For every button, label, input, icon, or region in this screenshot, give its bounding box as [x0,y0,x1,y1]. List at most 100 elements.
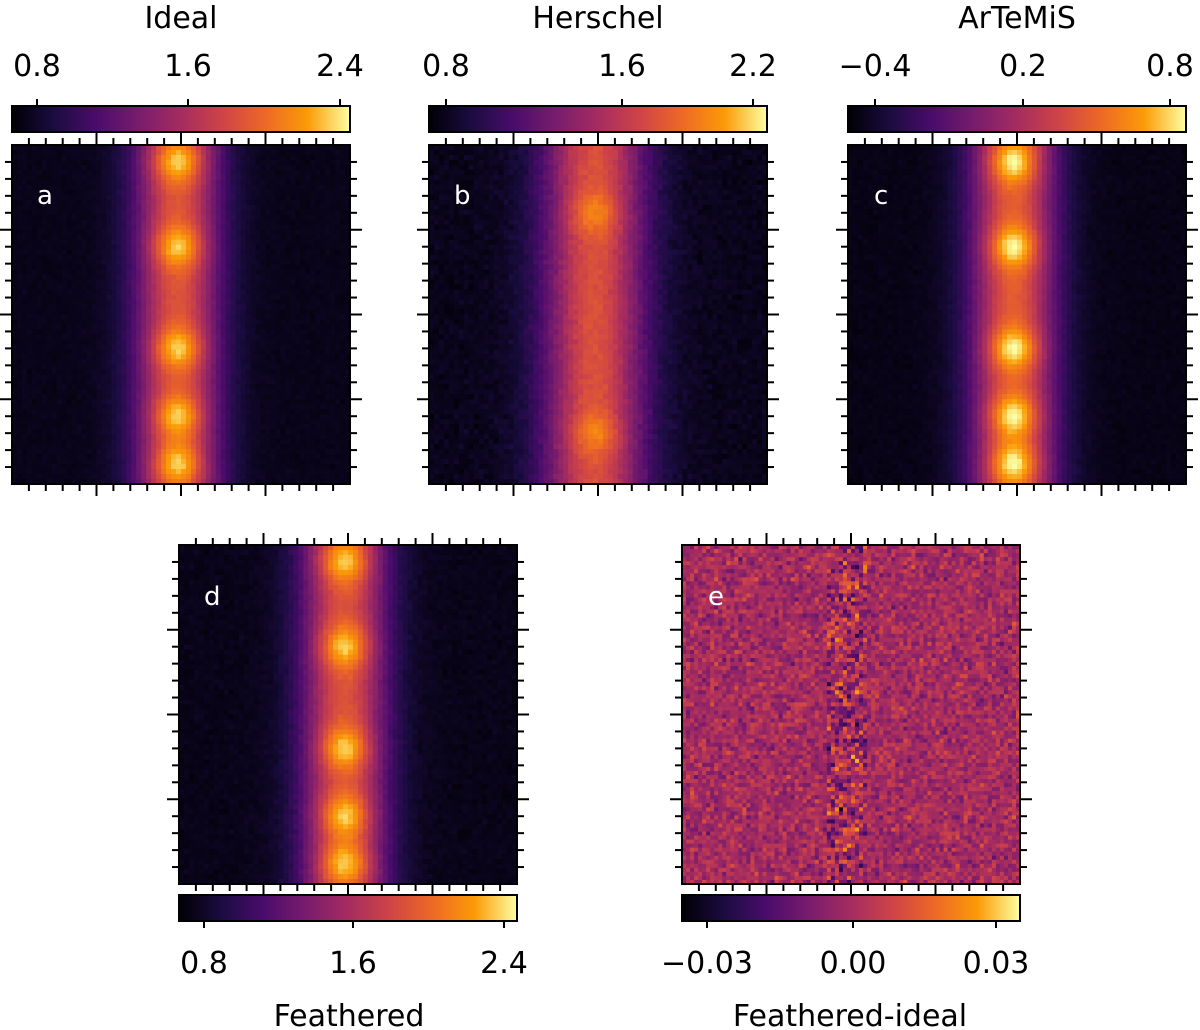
heatmap-cell [255,249,262,256]
heatmap-cell [275,164,282,171]
heatmap-cell [205,419,212,425]
heatmap-cell [310,169,316,176]
heatmap-cell [250,174,257,181]
heatmap-cell [185,409,192,415]
heatmap-cell [176,424,182,430]
heatmap-cell [300,269,306,276]
heatmap-cell [156,299,162,306]
heatmap-cell [335,224,341,231]
heatmap-cell [330,324,336,331]
heatmap-cell [280,234,286,241]
heatmap-cell [151,304,157,311]
heatmap-cell [260,284,267,291]
heatmap-cell [195,169,202,176]
heatmap-cell [682,149,689,156]
heatmap-cell [250,414,257,420]
heatmap-cell [215,339,222,346]
heatmap-cell [240,179,247,186]
heatmap-cell [205,329,212,336]
heatmap-cell [305,145,311,151]
heatmap-cell [146,404,152,410]
heatmap-cell [61,184,68,191]
heatmap-cell [106,145,113,151]
heatmap-cell [181,449,187,455]
heatmap-cell [498,145,505,151]
heatmap-cell [116,444,122,450]
heatmap-cell [141,469,147,475]
heatmap-cell [46,449,53,455]
heatmap-cell [230,329,237,336]
heatmap-cell [220,334,227,341]
heatmap-cell [21,364,28,370]
heatmap-cell [176,344,182,350]
heatmap-cell [210,334,217,341]
heatmap-cell [225,229,232,236]
heatmap-cell [156,454,162,460]
heatmap-cell [578,159,584,166]
heatmap-cell [245,404,252,410]
heatmap-cell [46,394,53,400]
heatmap-cell [171,374,177,380]
heatmap-cell [270,229,277,236]
heatmap-cell [185,424,192,430]
heatmap-cell [235,289,242,296]
heatmap-cell [146,279,152,286]
heatmap-cell [51,145,58,151]
heatmap-cell [156,194,162,201]
heatmap-cell [12,319,18,326]
heatmap-cell [141,284,147,291]
heatmap-cell [195,389,202,395]
heatmap-cell [607,154,614,161]
heatmap-cell [176,469,182,475]
heatmap-cell [627,159,634,166]
heatmap-cell [325,444,331,450]
heatmap-cell [290,314,296,321]
heatmap-cell [612,154,619,161]
heatmap-cell [295,174,301,181]
heatmap-cell [26,249,33,256]
heatmap-cell [245,399,252,405]
heatmap-cell [21,434,28,440]
heatmap-cell [235,384,242,390]
heatmap-cell [340,294,346,301]
heatmap-cell [240,145,247,151]
heatmap-cell [265,379,272,385]
heatmap-cell [86,204,93,211]
heatmap-cell [752,154,758,161]
heatmap-cell [21,274,28,281]
heatmap-cell [200,294,207,301]
heatmap-cell [305,389,311,395]
heatmap-cell [46,459,53,465]
heatmap-cell [305,149,311,156]
heatmap-cell [215,179,222,186]
heatmap-cell [81,264,88,271]
heatmap-cell [126,464,132,470]
heatmap-cell [101,319,108,326]
heatmap-cell [151,314,157,321]
heatmap-cell [190,399,197,405]
heatmap-cell [21,239,28,246]
heatmap-cell [310,474,316,480]
heatmap-cell [111,399,117,405]
heatmap-cell [111,329,117,336]
heatmap-cell [558,159,564,166]
heatmap-cell [181,469,187,475]
heatmap-cell [345,334,351,341]
heatmap-cell [166,479,172,485]
heatmap-cell [433,159,440,166]
heatmap-cell [250,429,257,435]
heatmap-cell [335,274,341,281]
heatmap-cell [305,309,311,316]
heatmap-cell [315,409,321,415]
heatmap-cell [131,219,137,226]
heatmap-cell [325,154,331,161]
heatmap-cell [76,304,83,311]
heatmap-cell [51,179,58,186]
heatmap-cell [126,184,132,191]
heatmap-cell [622,149,629,156]
heatmap-cell [235,145,242,151]
heatmap-cell [121,279,127,286]
heatmap-cell [315,289,321,296]
heatmap-cell [245,244,252,251]
heatmap-cell [235,374,242,380]
